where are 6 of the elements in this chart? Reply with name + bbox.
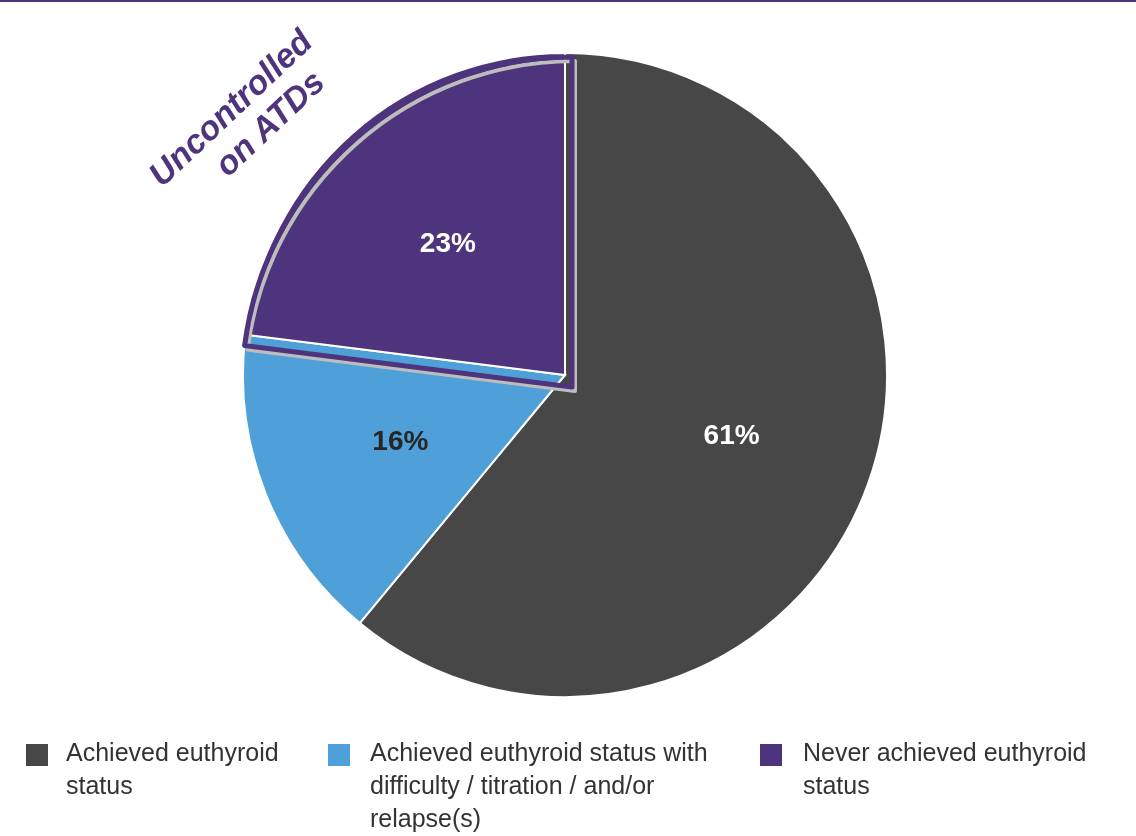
data-label: 16%: [372, 424, 429, 456]
legend-label: Achieved euthyroid status: [66, 737, 280, 801]
data-label: 23%: [419, 226, 476, 258]
legend-label: Achieved euthyroid status with difficulty / titration / and/or relapse(s): [370, 737, 709, 834]
legend-label: Never achieved euthyroid status: [803, 737, 1088, 801]
data-label: 61%: [703, 419, 760, 451]
